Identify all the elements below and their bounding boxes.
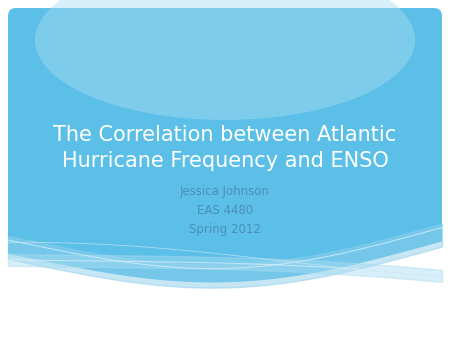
FancyBboxPatch shape xyxy=(8,8,442,330)
Ellipse shape xyxy=(35,0,415,120)
Text: Jessica Johnson
EAS 4480
Spring 2012: Jessica Johnson EAS 4480 Spring 2012 xyxy=(180,185,270,236)
Text: The Correlation between Atlantic
Hurricane Frequency and ENSO: The Correlation between Atlantic Hurrica… xyxy=(54,125,396,171)
